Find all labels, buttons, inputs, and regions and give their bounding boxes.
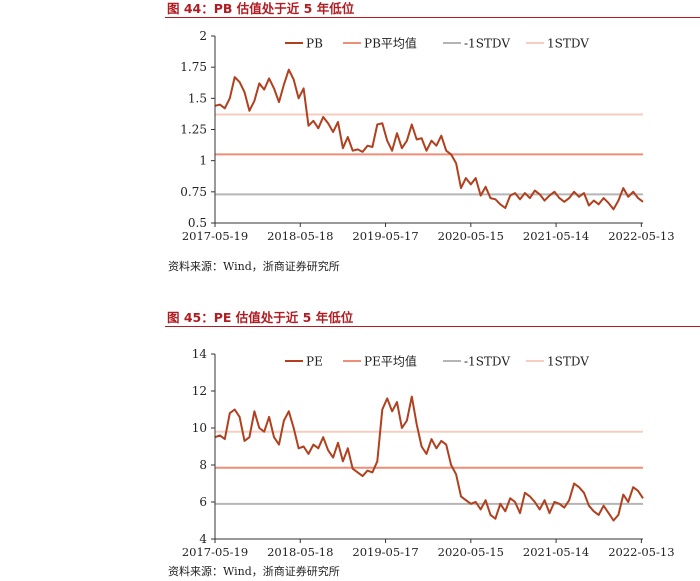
x-tick-label: 2017-05-19 — [182, 229, 248, 243]
legend-label-1: PB — [306, 37, 323, 51]
y-tick-label: 1 — [199, 154, 207, 168]
y-tick-label: 14 — [192, 347, 208, 361]
y-tick-label: 0.5 — [188, 216, 207, 230]
legend-label-2: PB平均值 — [364, 36, 417, 51]
y-tick-label: 4 — [199, 532, 207, 546]
legend-label-3: -1STDV — [464, 355, 510, 369]
x-tick-label: 2020-05-15 — [438, 545, 504, 559]
y-tick-label: 8 — [199, 458, 207, 472]
y-tick-label: 1.5 — [188, 91, 207, 105]
y-tick-label: 12 — [192, 384, 207, 398]
figure-title: 图 44：PB 估值处于近 5 年低位 — [167, 1, 355, 16]
x-tick-label: 2022-05-13 — [608, 545, 674, 559]
x-tick-label: 2020-05-15 — [438, 229, 504, 243]
figure-source: 资料来源：Wind，浙商证券研究所 — [168, 260, 340, 273]
x-tick-label: 2018-05-18 — [267, 545, 333, 559]
figure-title: 图 45：PE 估值处于近 5 年低位 — [167, 310, 354, 325]
y-tick-label: 1.75 — [180, 60, 207, 74]
x-tick-label: 2018-05-18 — [267, 229, 333, 243]
series-line-main — [214, 68, 644, 211]
figure-source: 资料来源：Wind，浙商证券研究所 — [168, 565, 340, 578]
title-rule — [165, 17, 700, 18]
x-tick-label: 2019-05-17 — [352, 229, 418, 243]
pe-valuation-chart: 4 6 8 10 12 14 2017-05-19 2018-05-18 2019-05-17 2… — [182, 347, 675, 559]
x-tick-label: 2017-05-19 — [182, 545, 248, 559]
y-tick-label: 2 — [199, 29, 207, 43]
y-tick-label: 1.25 — [180, 123, 207, 137]
y-tick-label: 10 — [192, 421, 207, 435]
pe-figure: 图 45：PE 估值处于近 5 年低位 4 6 8 10 12 14 2017-05-19 2… — [0, 309, 700, 581]
x-tick-label: 2021-05-14 — [523, 545, 589, 559]
pb-figure: 图 44：PB 估值处于近 5 年低位 0.5 0.75 1 1.25 1.5 1.75 2… — [0, 0, 700, 290]
legend-label-1: PE — [306, 355, 323, 369]
legend-label-3: -1STDV — [464, 37, 510, 51]
y-tick-label: 6 — [199, 495, 207, 509]
legend-label-2: PE平均值 — [364, 354, 417, 369]
x-tick-label: 2022-05-13 — [608, 229, 674, 243]
legend-label-4: 1STDV — [547, 355, 589, 369]
x-tick-label: 2021-05-14 — [523, 229, 589, 243]
x-tick-label: 2019-05-17 — [352, 545, 418, 559]
y-tick-label: 0.75 — [180, 185, 207, 199]
series-line-main — [214, 395, 644, 522]
pb-valuation-chart: 0.5 0.75 1 1.25 1.5 1.75 2 2017-05-19 2018-05-18… — [180, 29, 674, 243]
title-rule — [165, 326, 700, 327]
legend-label-4: 1STDV — [547, 37, 589, 51]
